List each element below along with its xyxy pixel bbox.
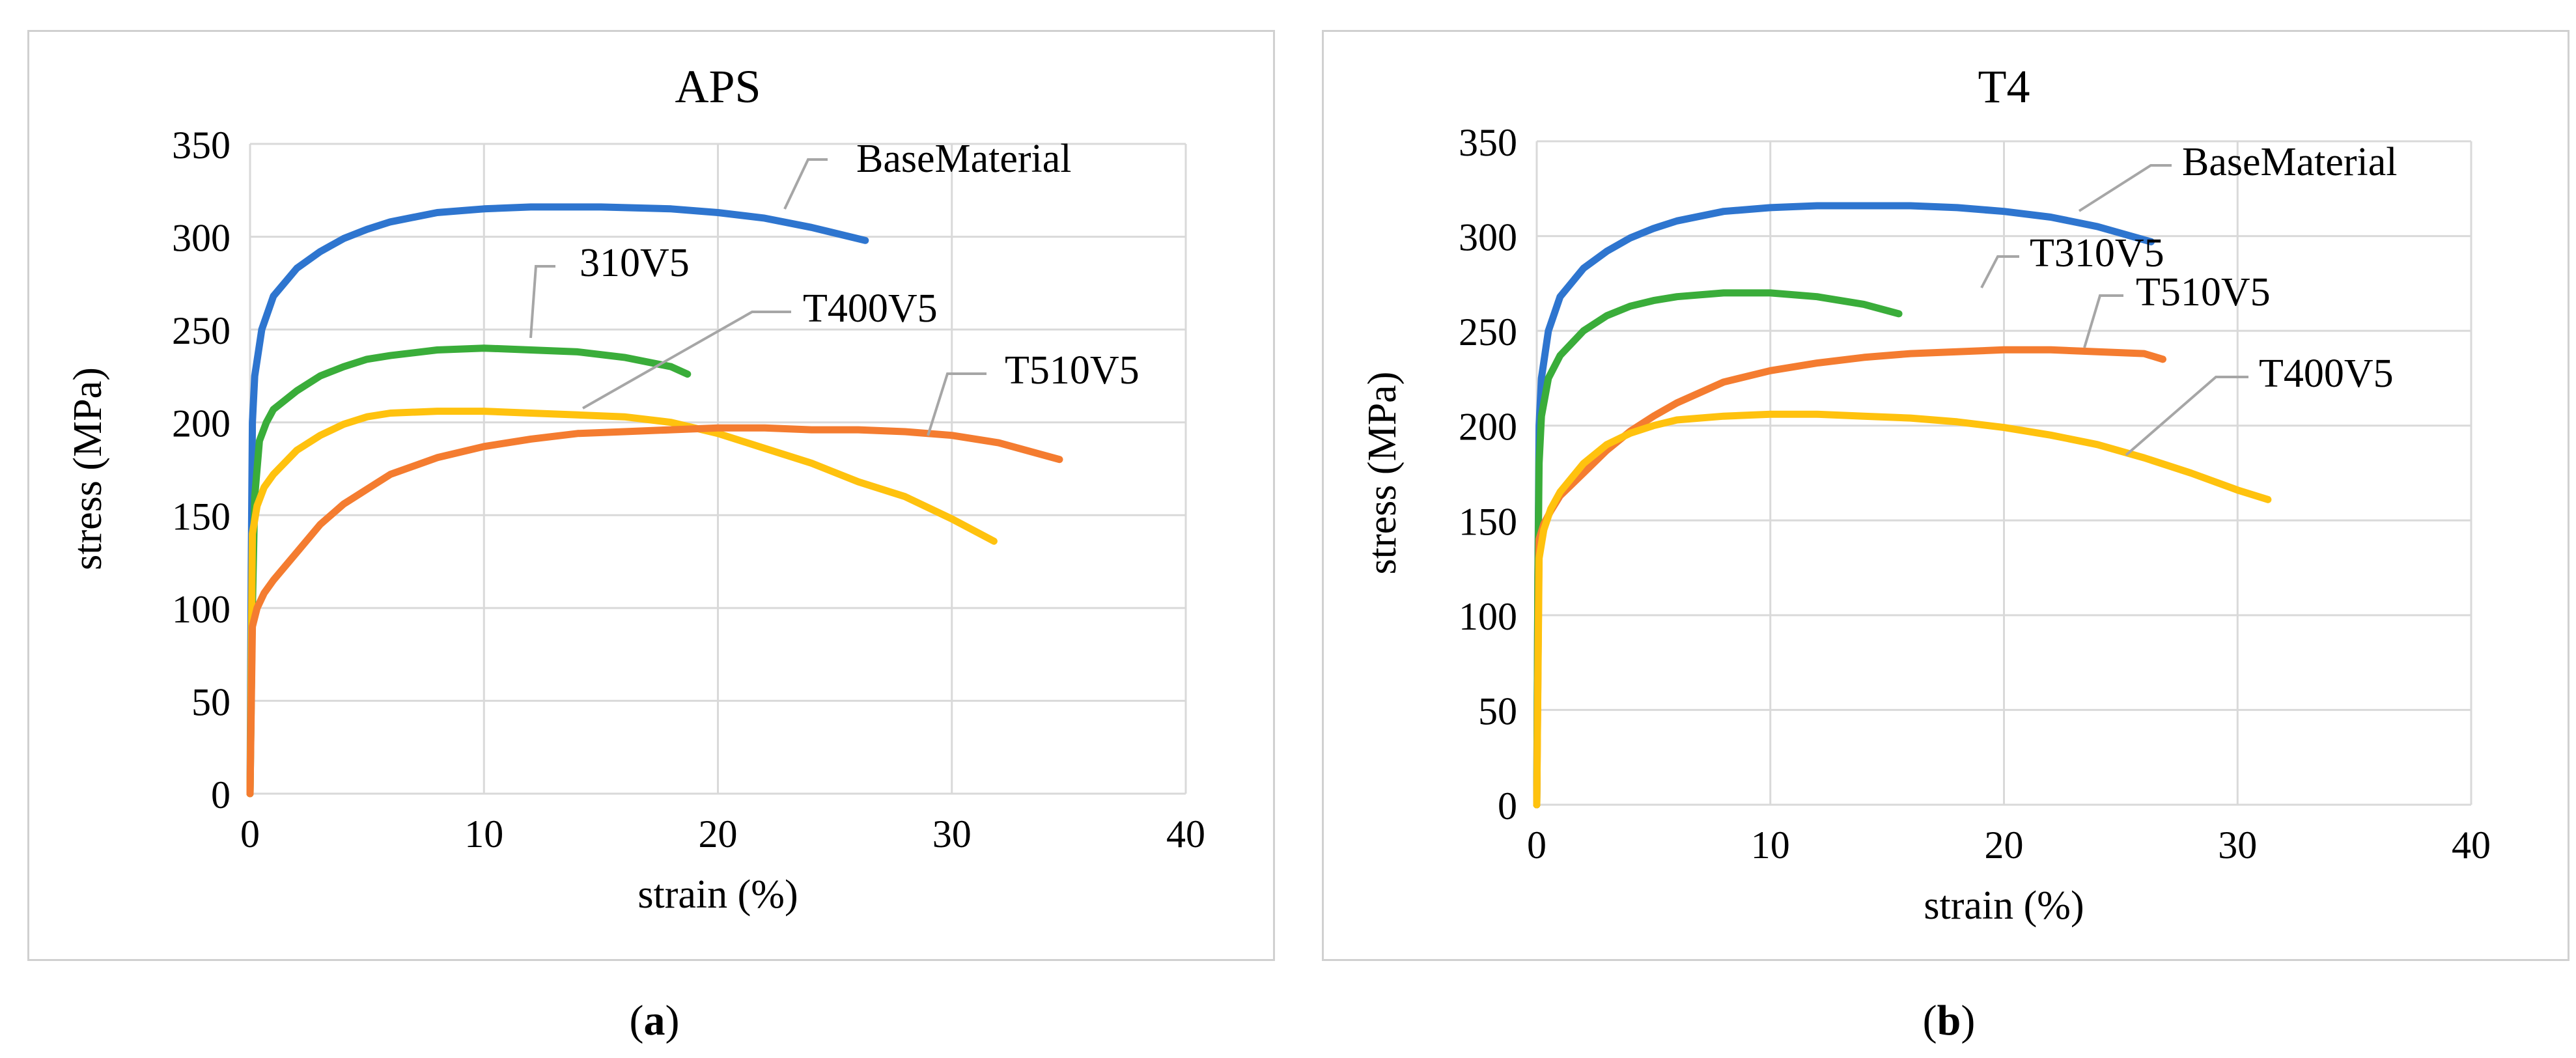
caption-b: (b)	[1922, 997, 1976, 1044]
y-tick-label: 350	[1459, 121, 1517, 164]
y-tick-label: 150	[172, 495, 231, 538]
annotation-leader	[927, 372, 987, 436]
annotation-label-t310v5: T310V5	[2030, 231, 2164, 275]
y-tick-label: 0	[211, 773, 231, 816]
chart-panel-t4: T4 0 50 100 150 200 250 300 350 0 10 20 30 40 strain (…	[1322, 30, 2569, 961]
annotation-leader	[1980, 255, 2019, 288]
annotation-label-t510v5: T510V5	[1005, 348, 1140, 393]
y-tick-label: 0	[1498, 785, 1517, 828]
y-tick-label: 250	[1459, 311, 1517, 354]
y-tick-label: 50	[191, 680, 231, 723]
y-axis-label: stress (MPa)	[1360, 372, 1405, 575]
x-tick-label: 10	[464, 813, 503, 856]
chart-title: APS	[675, 61, 761, 113]
x-tick-label: 30	[2218, 824, 2257, 867]
x-tick-label: 40	[2452, 824, 2491, 867]
series-line-310v5	[246, 344, 692, 798]
chart-panel-aps: APS 0 50 100 150 200 250 300 350 0 10 20 30 40 strain …	[27, 30, 1275, 961]
annotation-leader	[2083, 294, 2123, 348]
chart-t4: T4 0 50 100 150 200 250 300 350 0 10 20 30 40 strain (…	[1360, 61, 2491, 928]
chart-title: T4	[1978, 61, 2030, 113]
annotation-leader	[582, 311, 791, 410]
x-axis-label: strain (%)	[637, 872, 798, 917]
y-tick-label: 200	[172, 402, 231, 445]
x-tick-label: 40	[1166, 813, 1205, 856]
y-tick-label: 200	[1459, 406, 1517, 449]
y-tick-label: 300	[1459, 216, 1517, 259]
x-tick-label: 0	[240, 813, 260, 856]
annotation-leader	[2078, 164, 2172, 212]
y-tick-label: 100	[172, 588, 231, 631]
x-tick-label: 30	[932, 813, 972, 856]
annotation-label-t400v5: T400V5	[803, 286, 938, 331]
x-axis-label: strain (%)	[1924, 884, 2084, 928]
y-axis-label: stress (MPa)	[66, 367, 110, 570]
x-tick-label: 10	[1751, 824, 1790, 867]
caption-a: (a)	[629, 997, 680, 1044]
y-tick-label: 350	[172, 124, 231, 167]
y-tick-label: 300	[172, 217, 231, 260]
x-tick-label: 0	[1527, 824, 1547, 867]
y-tick-label: 50	[1478, 689, 1517, 732]
annotation-label-310v5: 310V5	[580, 241, 690, 285]
annotation-label-t400v5: T400V5	[2259, 352, 2394, 396]
y-tick-label: 150	[1459, 500, 1517, 543]
x-tick-label: 20	[699, 813, 738, 856]
series-line-basematerial	[1533, 202, 2155, 809]
series-line-t310v5	[1533, 289, 1903, 809]
series-line-basematerial	[246, 203, 869, 798]
annotation-leader	[2125, 376, 2248, 456]
y-tick-label: 100	[1459, 595, 1517, 638]
annotation-label-basematerial: BaseMaterial	[2182, 140, 2398, 184]
chart-aps: APS 0 50 100 150 200 250 300 350 0 10 20 30 40 strain …	[66, 61, 1205, 917]
y-tick-label: 250	[172, 309, 231, 352]
x-tick-label: 20	[1985, 824, 2024, 867]
series-line-t510v5	[246, 424, 1063, 798]
annotation-label-t510v5: T510V5	[2136, 270, 2271, 314]
series-line-t400v5	[1533, 410, 2272, 809]
annotation-label-basematerial: BaseMaterial	[856, 137, 1072, 181]
annotation-leader	[529, 265, 555, 339]
annotation-leader	[783, 158, 828, 210]
series-line-t400v5	[246, 408, 998, 798]
